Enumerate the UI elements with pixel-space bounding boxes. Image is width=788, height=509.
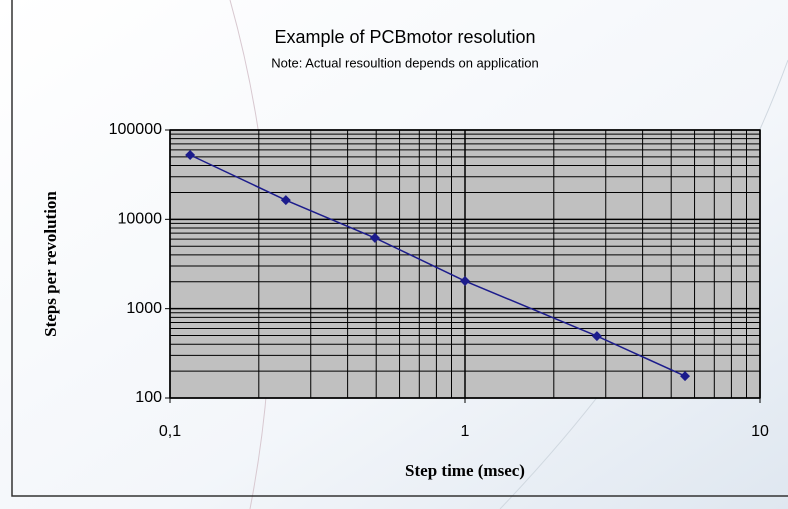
data-point [680,371,691,382]
chart-title: Example of PCBmotor resolution [274,27,535,47]
y-axis-title: Steps per revolution [41,191,60,337]
y-tick-label: 10000 [118,211,163,228]
chart-subtitle: Note: Actual resoultion depends on appli… [271,55,538,70]
plot-border [169,129,761,399]
chart-frame [11,0,788,497]
series-line [189,154,686,377]
y-tick-label: 1000 [126,300,162,317]
data-point [369,232,380,243]
data-point [460,276,470,287]
data-point [280,195,291,206]
y-tick-label: 100000 [109,121,162,138]
x-tick-label: 0,1 [159,423,181,440]
x-tick-label: 1 [461,423,470,440]
data-point [185,149,196,160]
y-tick-label: 100 [135,389,162,406]
x-tick-label: 10 [751,423,769,440]
x-axis-title: Step time (msec) [405,461,525,480]
data-point [591,331,602,342]
